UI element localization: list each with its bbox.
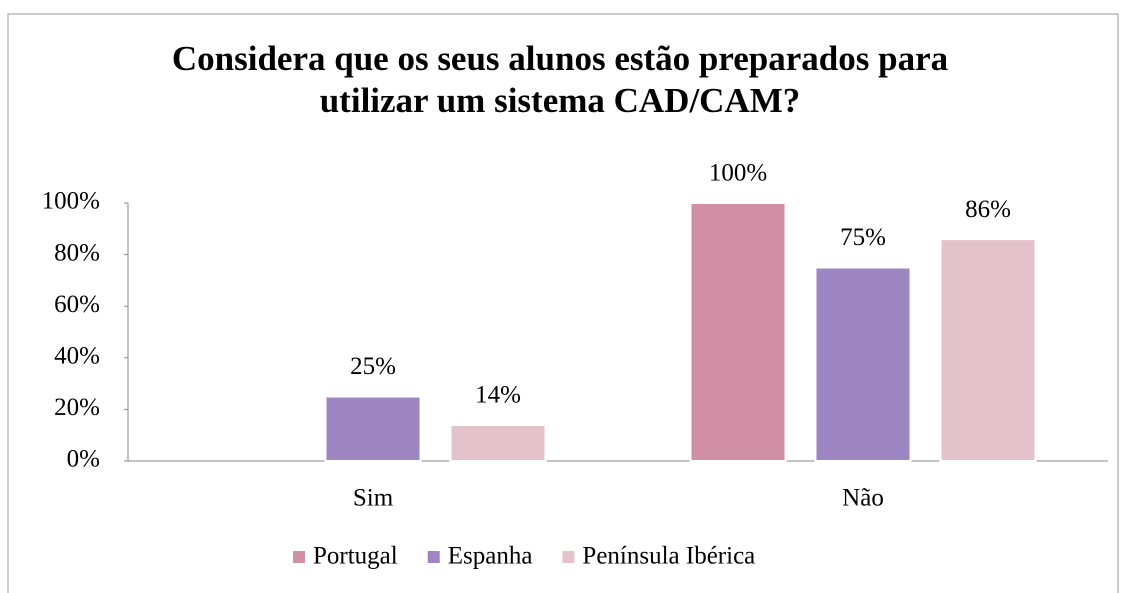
data-label: 75% bbox=[840, 224, 886, 251]
bar bbox=[449, 423, 547, 463]
legend-swatch bbox=[293, 551, 305, 563]
data-label: 100% bbox=[709, 160, 767, 187]
chart-title: Considera que os seus alunos estão prepa… bbox=[171, 39, 949, 120]
legend-swatch bbox=[562, 551, 575, 563]
bar bbox=[814, 266, 912, 462]
legend-swatch bbox=[427, 551, 440, 563]
legend-label: Espanha bbox=[448, 543, 533, 570]
y-tick-label: 0% bbox=[67, 446, 100, 473]
y-tick-label: 80% bbox=[54, 239, 100, 266]
x-tick-label: Não bbox=[842, 485, 884, 512]
y-tick-label: 20% bbox=[54, 394, 100, 421]
legend-label: Portugal bbox=[313, 543, 398, 570]
bar bbox=[689, 202, 787, 462]
bar bbox=[324, 395, 422, 462]
x-tick-label: Sim bbox=[353, 485, 394, 512]
y-tick-label: 60% bbox=[54, 291, 100, 318]
legend-label: Península Ibérica bbox=[582, 543, 755, 570]
data-label: 14% bbox=[475, 382, 521, 409]
bar bbox=[939, 238, 1037, 462]
data-label: 86% bbox=[965, 196, 1011, 223]
y-tick-label: 40% bbox=[54, 343, 100, 370]
y-tick-label: 100% bbox=[42, 188, 100, 215]
data-label: 25% bbox=[350, 353, 396, 380]
chart-border bbox=[7, 13, 1119, 593]
